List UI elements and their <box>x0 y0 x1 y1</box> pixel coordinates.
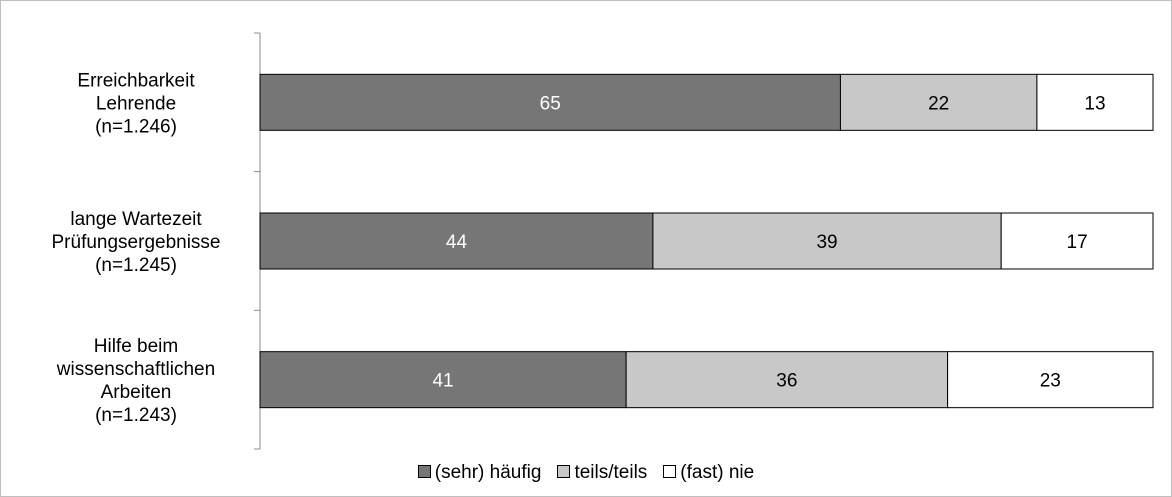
bar-segment <box>259 73 841 131</box>
category-label-line: (n=1.243) <box>95 405 177 426</box>
category-label: Erreichbarkeit Lehrende (n=1.246) <box>77 70 195 137</box>
data-label: 41 <box>432 371 453 392</box>
bar-segment <box>1036 73 1154 131</box>
legend-item: (sehr) häufig <box>417 462 542 484</box>
legend-label: teils/teils <box>574 462 648 483</box>
bar-segment <box>259 212 654 270</box>
data-label: 23 <box>1040 371 1061 392</box>
stacked-bar-chart: 65 22 13 Erreichbarkeit Lehrende (n=1.246) 44 3… <box>52 32 1154 450</box>
data-label: 22 <box>928 93 949 114</box>
legend: (sehr) häufig teils/teils (fast) nie <box>0 462 1172 484</box>
category-label-line: wissenschaftlichen <box>56 359 215 380</box>
data-label: 13 <box>1084 93 1105 114</box>
data-label: 36 <box>776 371 797 392</box>
bar-segment <box>839 73 1038 131</box>
category-label: lange Wartezeit Prüfungsergebnisse (n=1.24… <box>52 209 221 276</box>
category-label-line: (n=1.245) <box>95 255 177 276</box>
data-label: 17 <box>1067 232 1088 253</box>
legend-label: (fast) nie <box>680 462 755 483</box>
category-label-line: Lehrende <box>96 93 176 114</box>
legend-swatch <box>417 465 431 478</box>
legend-label: (sehr) häufig <box>434 462 542 483</box>
data-label: 65 <box>540 93 561 114</box>
category-label-line: lange Wartezeit <box>70 209 202 230</box>
legend-swatch <box>663 465 677 478</box>
category-label: Hilfe beim wissenschaftlichen Arbeiten (n=1… <box>56 336 215 426</box>
bar-segment <box>947 351 1154 409</box>
category-label-line: (n=1.246) <box>95 116 177 137</box>
category-label-line: Erreichbarkeit <box>77 70 195 91</box>
bar-segment <box>652 212 1002 270</box>
legend-swatch <box>557 465 571 478</box>
bar-segment <box>625 351 949 409</box>
data-label: 39 <box>816 232 837 253</box>
category-label-line: Arbeiten <box>101 382 172 403</box>
category-label-line: Prüfungsergebnisse <box>52 232 221 253</box>
bar-segment <box>1000 212 1154 270</box>
legend-item: teils/teils <box>557 462 647 484</box>
category-label-line: Hilfe beim <box>94 336 178 357</box>
data-label: 44 <box>446 232 468 253</box>
legend-item: (fast) nie <box>663 462 754 484</box>
